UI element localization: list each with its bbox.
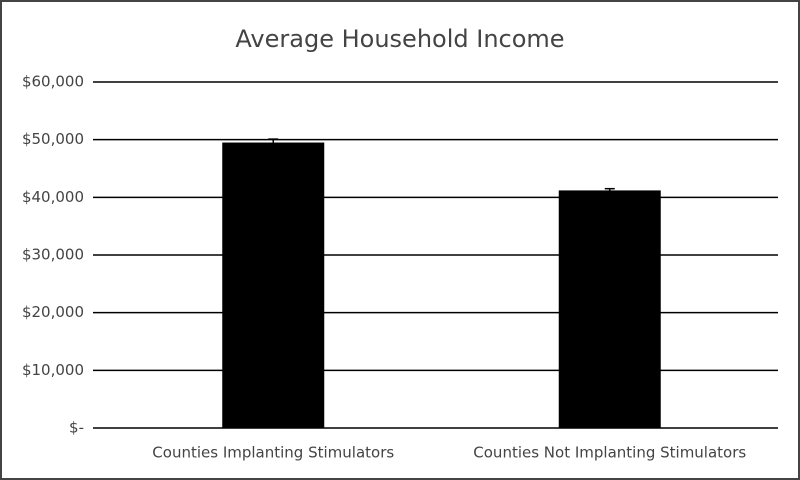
y-tick-label: $30,000 xyxy=(22,246,84,264)
x-tick-label: Counties Not Implanting Stimulators xyxy=(473,444,746,462)
y-tick-label: $50,000 xyxy=(22,130,84,148)
x-tick-label: Counties Implanting Stimulators xyxy=(152,444,394,462)
chart-title: Average Household Income xyxy=(235,25,564,53)
y-tick-label: $20,000 xyxy=(22,303,84,321)
y-tick-label: $40,000 xyxy=(22,188,84,206)
bar xyxy=(222,142,325,429)
y-tick-label: $10,000 xyxy=(22,361,84,379)
y-tick-label: $- xyxy=(69,419,84,437)
y-tick-label: $60,000 xyxy=(22,73,84,91)
bar xyxy=(558,190,661,428)
